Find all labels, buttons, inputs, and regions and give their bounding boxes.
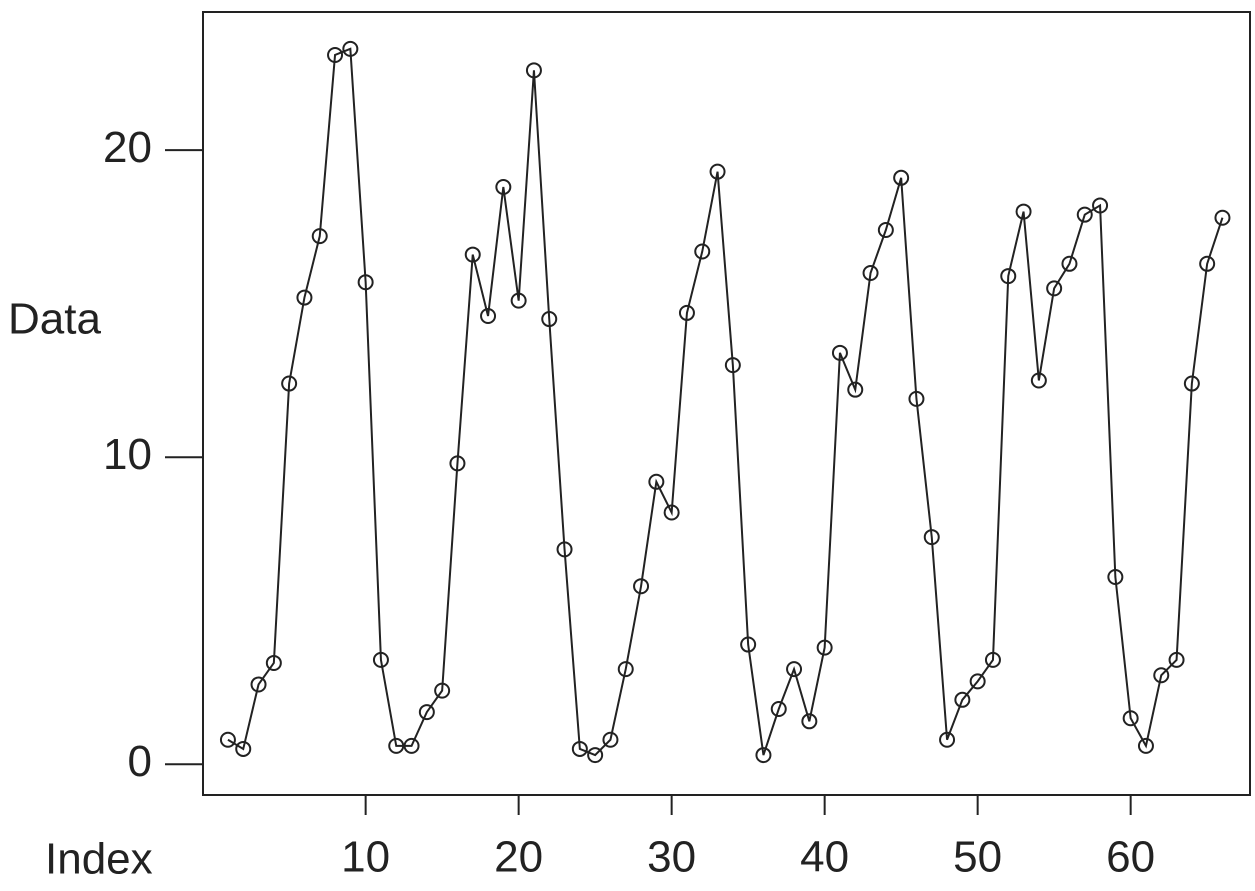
data-point (342, 40, 359, 57)
data-point (908, 390, 925, 407)
x-tick-label: 30 (647, 833, 696, 882)
plot-frame (202, 11, 1251, 796)
data-point (954, 691, 971, 708)
data-point (969, 673, 986, 690)
data-point (786, 661, 803, 678)
data-point (1153, 667, 1170, 684)
data-point (984, 651, 1001, 668)
y-tick-label: 0 (128, 737, 152, 786)
data-point (1030, 372, 1047, 389)
data-point (1199, 255, 1216, 272)
data-point (1000, 268, 1017, 285)
data-point (602, 731, 619, 748)
data-point (755, 747, 772, 764)
data-point (847, 381, 864, 398)
data-point (296, 289, 313, 306)
data-point (1107, 568, 1124, 585)
data-point (816, 639, 833, 656)
data-point (648, 473, 665, 490)
data-point (801, 713, 818, 730)
data-point (1076, 206, 1093, 223)
data-point (740, 636, 757, 653)
data-point (311, 228, 328, 245)
data-point (388, 737, 405, 754)
y-axis-label: Data (8, 295, 101, 344)
data-point (923, 529, 940, 546)
data-point (525, 62, 542, 79)
data-point (571, 740, 588, 757)
data-point (372, 651, 389, 668)
data-point (877, 222, 894, 239)
data-point (357, 274, 374, 291)
data-point (724, 357, 741, 374)
data-line (227, 47, 1224, 757)
data-point (510, 292, 527, 309)
data-point (281, 375, 298, 392)
data-point (1092, 197, 1109, 214)
y-tick-label: 10 (103, 430, 152, 479)
x-tick-label: 10 (341, 833, 390, 882)
data-point (250, 676, 267, 693)
data-point (235, 740, 252, 757)
x-axis-label: Index (45, 835, 153, 884)
data-point (418, 704, 435, 721)
data-point (1122, 710, 1139, 727)
data-point (556, 541, 573, 558)
data-point (831, 344, 848, 361)
data-point (327, 46, 344, 63)
data-point (862, 265, 879, 281)
data-point (694, 243, 711, 260)
data-point (219, 731, 236, 748)
data-point (541, 311, 558, 328)
data-point (1046, 280, 1063, 297)
data-point (403, 737, 420, 754)
y-tick-label: 20 (103, 123, 152, 172)
data-point (678, 304, 695, 321)
data-point (893, 169, 910, 186)
data-point (434, 682, 451, 699)
data-point (587, 747, 604, 764)
data-point (1061, 255, 1078, 272)
x-tick-label: 40 (800, 833, 849, 882)
data-point (770, 701, 787, 718)
data-point (709, 163, 726, 180)
data-point (265, 654, 282, 671)
data-point (1168, 651, 1185, 668)
x-tick-label: 50 (953, 833, 1002, 882)
data-point (1214, 209, 1231, 226)
data-point (663, 504, 680, 521)
data-point (939, 731, 956, 748)
data-point (1015, 203, 1032, 220)
data-point (464, 246, 481, 263)
x-tick-label: 60 (1106, 833, 1155, 882)
data-point (1183, 375, 1200, 392)
data-point (449, 455, 466, 472)
x-tick-label: 20 (494, 833, 543, 882)
data-point (495, 179, 512, 196)
data-point (1137, 737, 1154, 754)
data-point (633, 578, 650, 595)
data-point (480, 307, 497, 324)
data-point (617, 661, 634, 678)
